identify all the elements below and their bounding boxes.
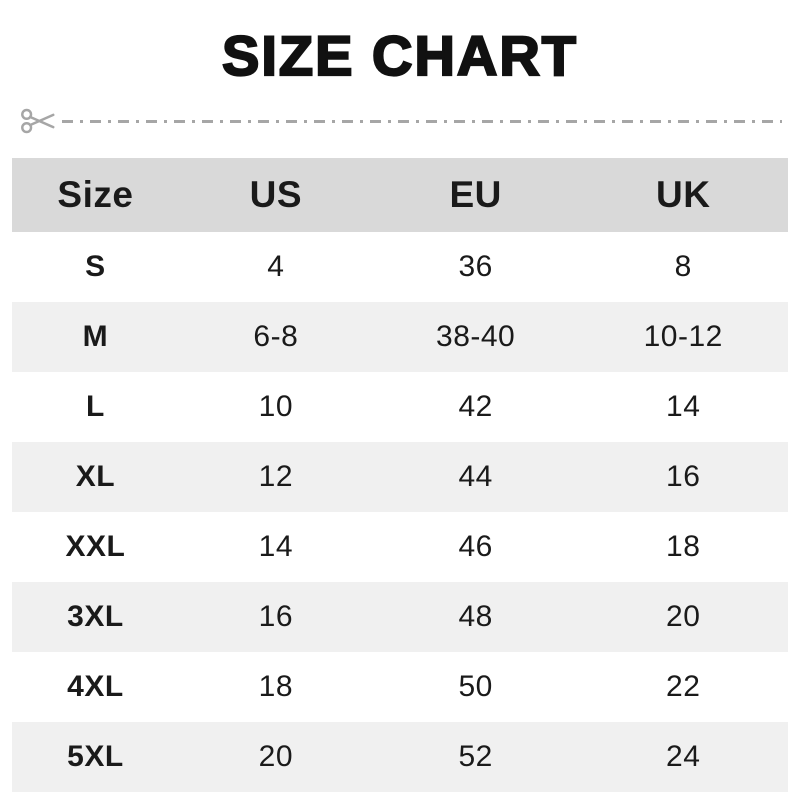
size-value-cell: 8: [674, 250, 692, 284]
size-value-cell: 38-40: [372, 302, 579, 373]
cut-line: [20, 104, 782, 138]
size-table: Size US EU UK S 4 36 8 M 6-8 38-40 10-12 L 10 42 14…: [12, 158, 788, 793]
size-value-cell: 46: [458, 530, 493, 564]
table-row: 5XL 20 52 24: [12, 722, 788, 793]
size-label-cell: XL: [12, 442, 179, 513]
size-value-cell: 22: [666, 670, 701, 704]
size-value-cell: 36: [458, 250, 493, 284]
size-value-cell: 4: [267, 250, 285, 284]
table-row: S 4 36 8: [12, 232, 788, 302]
table-row: 4XL 18 50 22: [12, 652, 788, 722]
size-value-cell: 52: [372, 722, 579, 793]
size-value-cell: 48: [372, 582, 579, 653]
table-row: L 10 42 14: [12, 372, 788, 442]
size-label-cell: L: [86, 390, 105, 424]
table-row: M 6-8 38-40 10-12: [12, 302, 788, 373]
dash-dot-line: [62, 119, 782, 123]
col-header-size: Size: [12, 158, 179, 233]
size-value-cell: 50: [458, 670, 493, 704]
size-value-cell: 16: [178, 582, 373, 653]
table-row: XL 12 44 16: [12, 442, 788, 513]
size-table-body: S 4 36 8 M 6-8 38-40 10-12 L 10 42 14 XL 12 44 16 XXL 14 4…: [12, 232, 788, 793]
size-value-cell: 24: [578, 722, 788, 793]
table-row: XXL 14 46 18: [12, 512, 788, 582]
size-chart-page: SIZE CHART Size US EU UK S 4 36 8 M 6-8 38-40 1…: [0, 23, 800, 793]
size-label-cell: XXL: [65, 530, 126, 564]
table-row: 3XL 16 48 20: [12, 582, 788, 653]
size-value-cell: 20: [578, 582, 788, 653]
size-value-cell: 14: [258, 530, 294, 564]
size-value-cell: 16: [578, 442, 788, 513]
size-value-cell: 18: [666, 530, 701, 564]
size-value-cell: 44: [372, 442, 579, 513]
col-header-us: US: [178, 158, 373, 233]
size-label-cell: S: [85, 250, 106, 284]
size-label-cell: 5XL: [12, 722, 179, 793]
size-label-cell: M: [12, 302, 179, 373]
size-value-cell: 10-12: [578, 302, 788, 373]
size-value-cell: 20: [178, 722, 373, 793]
size-value-cell: 12: [178, 442, 373, 513]
page-title: SIZE CHART: [221, 23, 578, 88]
scissors-icon: [20, 106, 58, 136]
size-value-cell: 42: [458, 390, 493, 424]
size-value-cell: 10: [258, 390, 294, 424]
col-header-uk: UK: [578, 158, 788, 233]
size-label-cell: 4XL: [67, 670, 124, 704]
table-header-row: Size US EU UK: [12, 158, 788, 233]
size-value-cell: 18: [258, 670, 294, 704]
col-header-eu: EU: [372, 158, 579, 233]
size-value-cell: 14: [666, 390, 701, 424]
size-label-cell: 3XL: [12, 582, 179, 653]
size-value-cell: 6-8: [178, 302, 373, 373]
